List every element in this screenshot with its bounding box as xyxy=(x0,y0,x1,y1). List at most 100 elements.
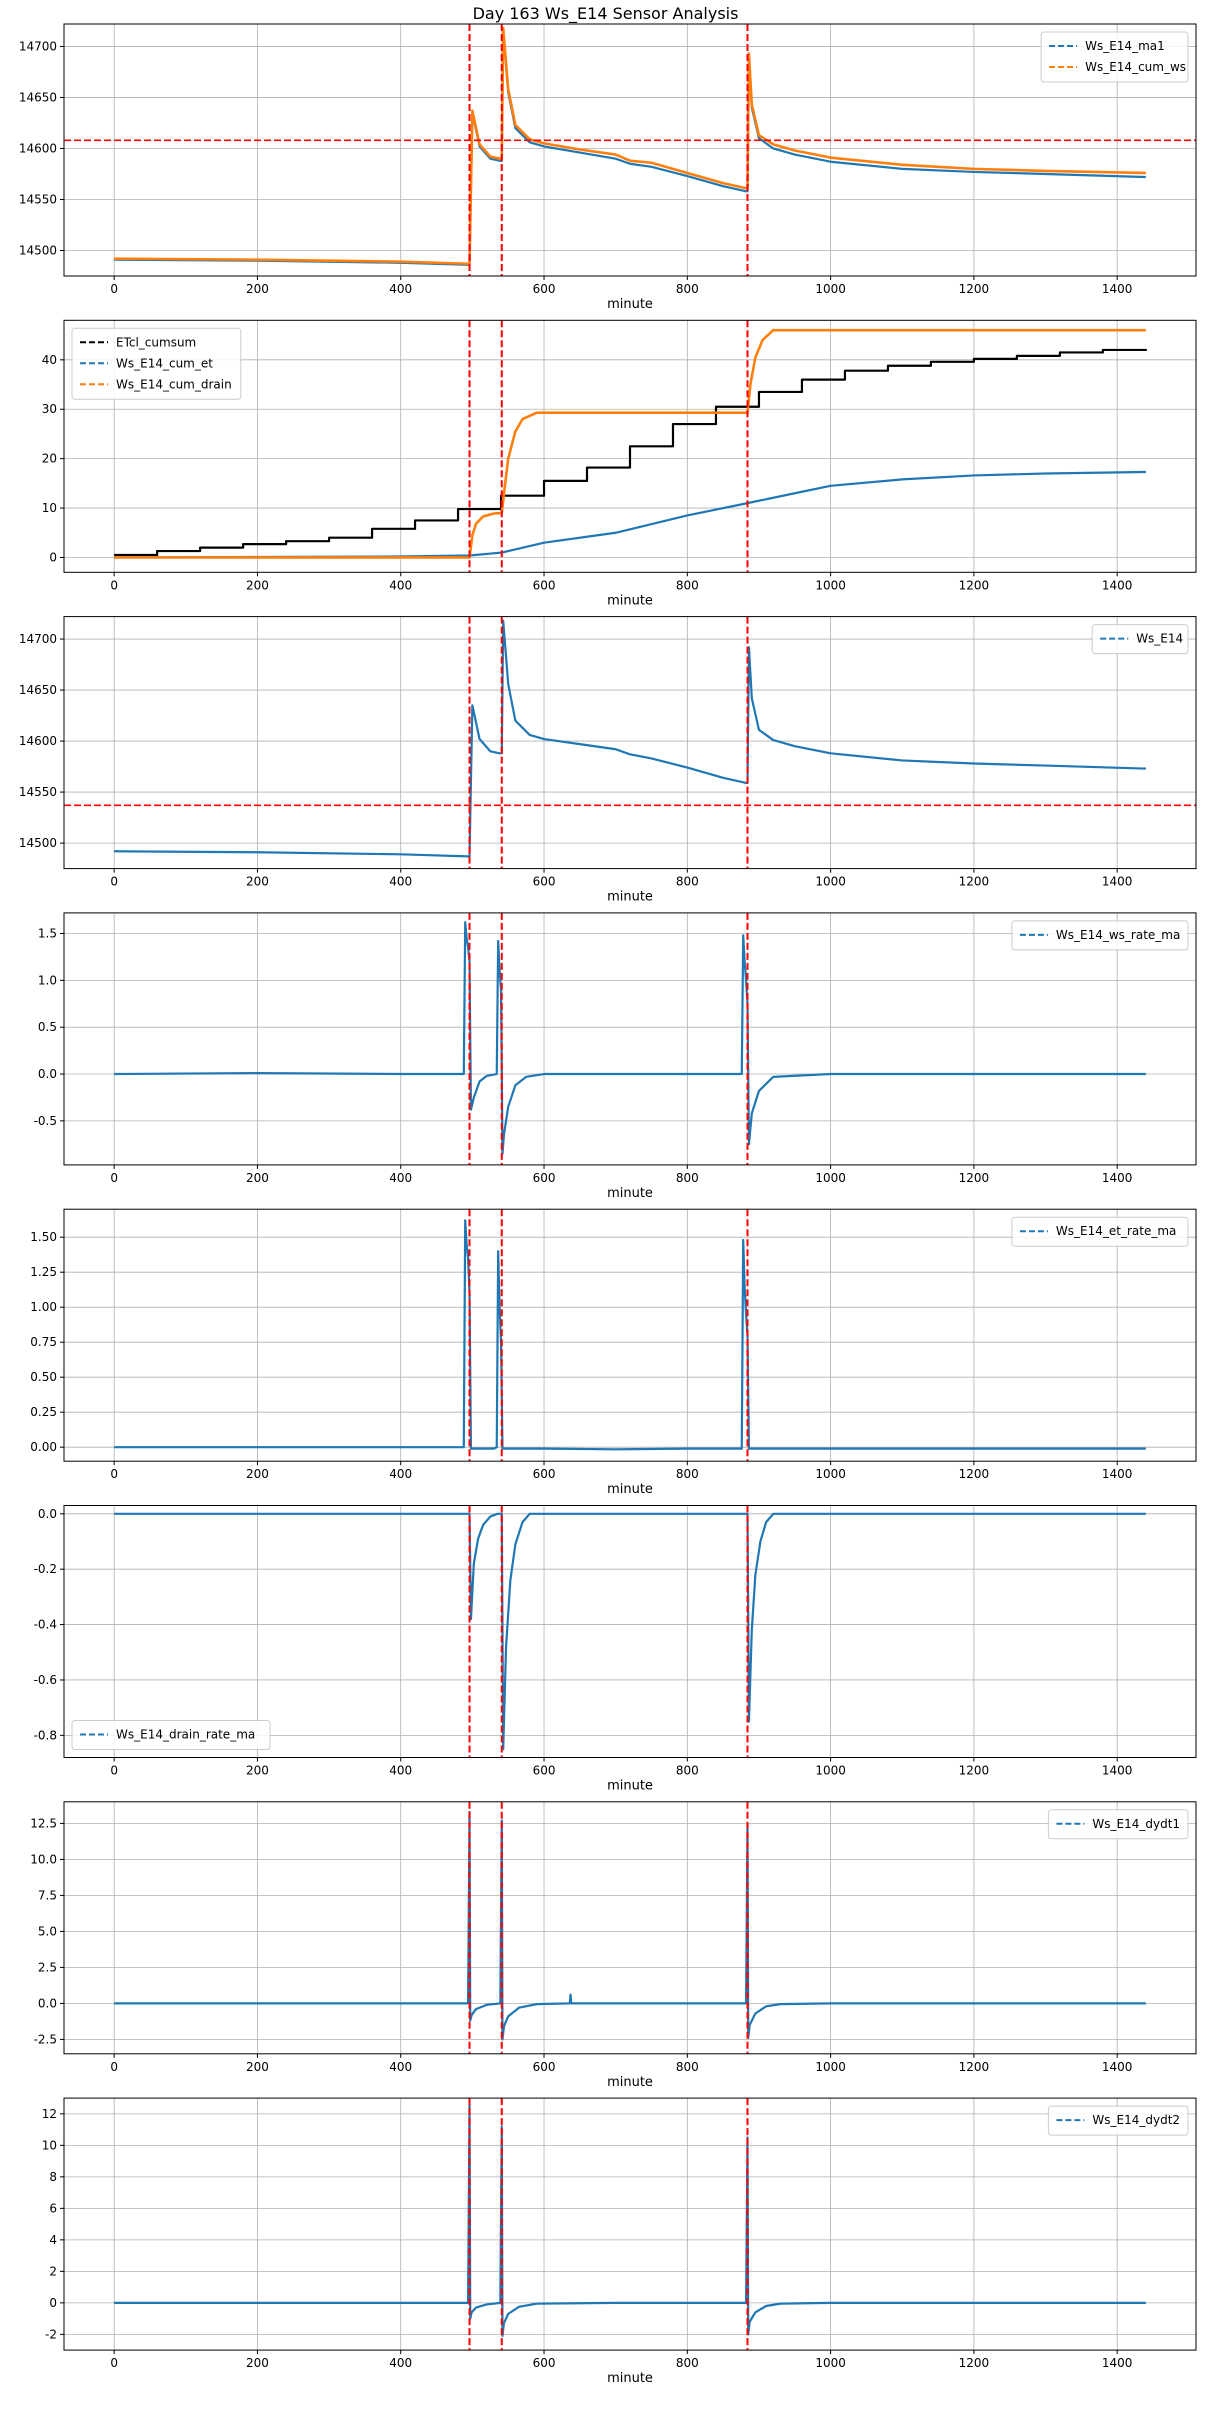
y-tick-label: 14600 xyxy=(19,141,57,155)
y-tick-label: 14700 xyxy=(19,39,57,53)
plot-area xyxy=(114,2098,1146,2351)
x-tick-label: 1400 xyxy=(1102,2356,1133,2370)
legend: Ws_E14_drain_rate_ma xyxy=(71,1720,271,1750)
x-tick-label: 800 xyxy=(676,1764,699,1778)
x-tick-label: 600 xyxy=(533,2060,556,2074)
x-tick-label: 600 xyxy=(533,875,556,889)
x-tick-label: 800 xyxy=(676,2356,699,2370)
x-tick-label: 600 xyxy=(533,578,556,592)
y-tick-label: 1.50 xyxy=(30,1230,57,1244)
axes-frame xyxy=(63,1505,1197,1758)
y-tick-label: 6 xyxy=(49,2201,57,2215)
plot-area xyxy=(114,1505,1146,1758)
y-tick-label: 0.25 xyxy=(30,1405,57,1419)
x-tick-label: 1400 xyxy=(1102,1764,1133,1778)
axes-frame xyxy=(63,1801,1197,2055)
subplot-1: 0 200 400 600 800 1000 1200 1400 14500 14550 14600… xyxy=(19,23,1197,312)
plot-area xyxy=(64,616,1196,869)
x-tick-label: 1200 xyxy=(959,282,990,296)
y-tick-label: 2 xyxy=(49,2264,57,2278)
x-tick-label: 600 xyxy=(533,1467,556,1481)
x-tick-label: 0 xyxy=(110,578,118,592)
x-tick-label: 1400 xyxy=(1102,1171,1133,1185)
y-tick-label: 14650 xyxy=(19,90,57,104)
y-tick-label: 0.75 xyxy=(30,1335,57,1349)
y-tick-label: -0.4 xyxy=(34,1618,57,1632)
series-line-ws_e14_ma1 xyxy=(114,30,1146,266)
x-tick-label: 1200 xyxy=(959,1764,990,1778)
x-tick-label: 800 xyxy=(676,1467,699,1481)
series-line-ws_e14_cum_et xyxy=(114,470,1146,559)
legend-box xyxy=(1047,2105,1189,2136)
x-tick-label: 600 xyxy=(533,2356,556,2370)
y-tick-label: 1.25 xyxy=(30,1265,57,1279)
y-tick-label: 4 xyxy=(49,2233,57,2247)
x-tick-label: 1400 xyxy=(1102,1467,1133,1481)
legend: Ws_E14_ws_rate_ma xyxy=(1011,920,1189,951)
legend: Ws_E14 xyxy=(1091,624,1189,655)
subplot-8: 0 200 400 600 800 1000 1200 1400 -2 0 2 4 6 8 10 12 minu… xyxy=(42,2097,1197,2386)
x-tick-label: 1400 xyxy=(1102,875,1133,889)
legend-label: Ws_E14_dydt2 xyxy=(1092,2113,1180,2127)
y-tick-label: -2.5 xyxy=(34,2032,57,2046)
y-tick-label: -0.5 xyxy=(34,1114,57,1128)
x-axis-label: minute xyxy=(607,2075,653,2090)
legend-label: Ws_E14_drain_rate_ma xyxy=(116,1728,255,1742)
subplot-3: 0 200 400 600 800 1000 1200 1400 14500 14550 14600… xyxy=(19,616,1197,905)
y-tick-label: 0.00 xyxy=(30,1440,57,1454)
x-tick-label: 600 xyxy=(533,282,556,296)
y-tick-label: 14500 xyxy=(19,836,57,850)
y-tick-label: 0.0 xyxy=(38,1996,57,2010)
x-tick-label: 0 xyxy=(110,282,118,296)
legend-label: Ws_E14_cum_drain xyxy=(116,377,232,391)
series-line-ws_e14_cum_drain xyxy=(114,328,1146,559)
axes-frame xyxy=(63,912,1197,1166)
x-tick-label: 1200 xyxy=(959,578,990,592)
x-tick-label: 600 xyxy=(533,1764,556,1778)
series-line-ws_e14_dydt1 xyxy=(114,1810,1146,2041)
y-tick-label: 1.0 xyxy=(38,973,57,987)
legend-box xyxy=(71,327,242,400)
y-tick-label: 0.50 xyxy=(30,1370,57,1384)
x-tick-label: 800 xyxy=(676,578,699,592)
x-tick-label: 200 xyxy=(246,875,269,889)
x-tick-label: 200 xyxy=(246,1764,269,1778)
legend-label: Ws_E14_ma1 xyxy=(1085,39,1165,53)
legend-label: Ws_E14_ws_rate_ma xyxy=(1056,928,1180,942)
y-tick-label: 14550 xyxy=(19,192,57,206)
y-tick-label: 20 xyxy=(42,452,57,466)
x-tick-label: 400 xyxy=(389,875,412,889)
x-tick-label: 400 xyxy=(389,2060,412,2074)
x-axis-label: minute xyxy=(607,1779,653,1794)
y-tick-label: 14700 xyxy=(19,632,57,646)
x-tick-label: 0 xyxy=(110,2060,118,2074)
y-tick-label: 14650 xyxy=(19,683,57,697)
legend-box xyxy=(1040,31,1189,83)
y-tick-label: 14550 xyxy=(19,785,57,799)
figure-title: Day 163 Ws_E14 Sensor Analysis xyxy=(472,4,739,23)
x-tick-label: 1000 xyxy=(815,2060,846,2074)
x-axis-label: minute xyxy=(607,890,653,905)
x-tick-label: 0 xyxy=(110,1764,118,1778)
subplot-4: 0 200 400 600 800 1000 1200 1400 -0.5 0.0 0.5 1.0 1.… xyxy=(34,912,1197,1201)
legend-label: Ws_E14 xyxy=(1136,632,1183,646)
x-tick-label: 1000 xyxy=(815,1764,846,1778)
y-tick-label: -0.2 xyxy=(34,1562,57,1576)
y-tick-label: -0.8 xyxy=(34,1728,57,1742)
x-tick-label: 1000 xyxy=(815,578,846,592)
x-tick-label: 1200 xyxy=(959,875,990,889)
x-tick-label: 1000 xyxy=(815,282,846,296)
y-tick-label: 14500 xyxy=(19,243,57,257)
plot-area xyxy=(64,24,1196,276)
series-line-etcl_cumsum xyxy=(114,348,1147,557)
series-line-ws_e14_ws_rate_ma xyxy=(114,921,1146,1155)
x-tick-label: 800 xyxy=(676,2060,699,2074)
x-tick-label: 1400 xyxy=(1102,2060,1133,2074)
y-tick-label: 10.0 xyxy=(30,1852,57,1866)
x-tick-label: 800 xyxy=(676,282,699,296)
plot-area xyxy=(114,1209,1146,1462)
legend-label: Ws_E14_dydt1 xyxy=(1092,1817,1180,1831)
legend-label: ETcl_cumsum xyxy=(116,335,196,349)
axes-frame xyxy=(63,616,1197,870)
